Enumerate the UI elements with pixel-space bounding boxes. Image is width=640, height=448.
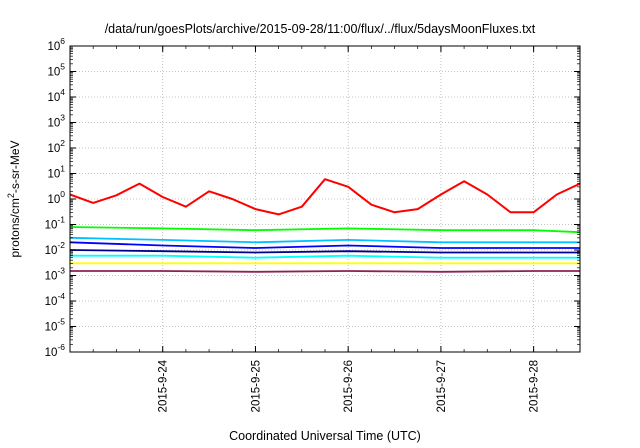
y-tick-label: 10-3 [45,266,66,283]
y-tick-label: 103 [47,113,65,130]
x-tick-label: 2015-9-26 [343,360,355,412]
y-tick-label: 100 [47,189,65,206]
series-layer [69,178,581,273]
series-line-1 [69,178,581,216]
y-tick-label: 10-2 [45,240,66,257]
y-tick-label: 10-1 [45,215,66,232]
series-line-4 [69,241,580,249]
tick-layer: 10-6 10-5 10-4 10-3 10-2 10-1 100 101 102 103 104 1… [45,36,581,412]
grid-layer [70,46,580,352]
series-line-2 [69,226,581,234]
x-tick-label: 2015-9-24 [158,359,170,412]
chart-title: /data/run/goesPlots/archive/2015-09-28/1… [104,22,536,36]
x-tick-label: 2015-9-27 [436,360,448,412]
x-tick-label: 2015-9-25 [250,360,262,412]
x-axis-label: Coordinated Universal Time (UTC) [229,429,421,443]
y-tick-label: 106 [47,36,65,53]
y-tick-label: 105 [47,62,65,79]
y-tick-label: 10-6 [45,342,66,359]
y-tick-label: 101 [47,164,65,181]
y-tick-label: 10-5 [45,317,66,334]
series-line-6 [70,254,580,259]
series-line-8 [70,270,580,273]
x-tick-label: 2015-9-28 [529,360,541,412]
y-tick-label: 104 [47,87,65,104]
series-line-3 [69,236,580,244]
series-line-5 [69,249,580,254]
y-tick-label: 10-4 [45,291,66,308]
y-tick-label: 102 [47,138,65,155]
